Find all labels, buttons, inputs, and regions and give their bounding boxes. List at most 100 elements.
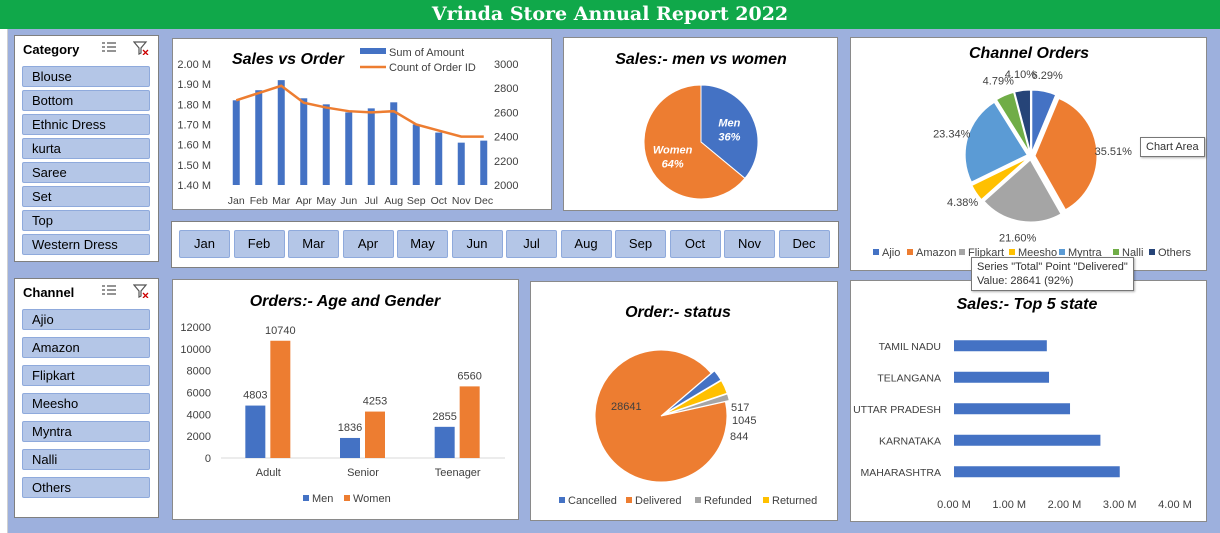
pie-slice-meesho bbox=[971, 157, 1029, 201]
month-button-jan[interactable]: Jan bbox=[179, 230, 230, 258]
y-tick-label: 10000 bbox=[180, 344, 211, 356]
legend-swatch-others bbox=[1149, 249, 1155, 255]
legend-swatch-men bbox=[303, 495, 309, 501]
slicer-item-myntra[interactable]: Myntra bbox=[22, 421, 150, 442]
bar-sum-of-amount bbox=[232, 100, 240, 185]
pie-label-women: Women bbox=[653, 144, 693, 156]
pie-slice-returned bbox=[664, 379, 728, 415]
state-label: TAMIL NADU bbox=[879, 341, 941, 353]
sales-vs-order-panel[interactable]: Sales vs Order 2.00 M 1.90 M 1.80 M 1.70 M 1.… bbox=[172, 38, 552, 210]
channel-orders-panel[interactable]: Channel Orders 6.29% 35.51% 21.60% 4.38% 23.3… bbox=[850, 37, 1207, 271]
y-tick-label: 1.90 M bbox=[177, 79, 211, 91]
state-label: KARNATAKA bbox=[879, 435, 941, 447]
slicer-item-ethnic-dress[interactable]: Ethnic Dress bbox=[22, 114, 150, 135]
legend-swatch-refunded bbox=[695, 497, 701, 503]
slicer-item-blouse[interactable]: Blouse bbox=[22, 66, 150, 87]
bar-sum-of-amount bbox=[322, 104, 330, 185]
month-button-apr[interactable]: Apr bbox=[342, 230, 394, 258]
clear-filter-icon[interactable] bbox=[132, 41, 149, 56]
legend-label-women: Women bbox=[353, 493, 391, 505]
month-button-jul[interactable]: Jul bbox=[506, 230, 557, 258]
slicer-item-meesho[interactable]: Meesho bbox=[22, 393, 150, 414]
slicer-item-kurta[interactable]: kurta bbox=[22, 138, 150, 159]
state-label: TELANGANA bbox=[877, 372, 941, 384]
legend-label-ajio: Ajio bbox=[882, 247, 900, 259]
legend-label-nalli: Nalli bbox=[1122, 247, 1143, 259]
legend-label-men: Men bbox=[312, 493, 333, 505]
month-button-nov[interactable]: Nov bbox=[724, 230, 775, 258]
month-button-aug[interactable]: Aug bbox=[560, 230, 612, 258]
legend-label-myntra: Myntra bbox=[1068, 247, 1103, 259]
month-button-sep[interactable]: Sep bbox=[615, 230, 666, 258]
pie-pct-nalli: 4.79% bbox=[983, 75, 1014, 87]
legend-label-delivered: Delivered bbox=[635, 495, 681, 507]
order-status-panel[interactable]: Order:- status 28641 844 1045 517 Cancelled De… bbox=[530, 281, 838, 521]
multi-select-icon[interactable] bbox=[101, 284, 117, 298]
y2-tick-label: 2200 bbox=[494, 156, 518, 168]
slicer-item-ajio[interactable]: Ajio bbox=[22, 309, 150, 330]
line-count-of-order-id bbox=[235, 84, 484, 138]
slicer-item-flipkart[interactable]: Flipkart bbox=[22, 365, 150, 386]
slicer-item-nalli[interactable]: Nalli bbox=[22, 449, 150, 470]
bar-women bbox=[459, 386, 480, 458]
month-slicer[interactable]: Jan Feb Mar Apr May Jun Jul Aug Sep Oct Nov Dec bbox=[171, 221, 839, 268]
pie-slice-myntra bbox=[964, 101, 1028, 183]
legend-label-refunded: Refunded bbox=[704, 495, 752, 507]
category-slicer[interactable]: Category Blouse Bottom Ethnic Dress kurta Sa… bbox=[14, 35, 159, 262]
y-tick-label: 1.70 M bbox=[177, 120, 211, 132]
multi-select-icon[interactable] bbox=[101, 41, 117, 55]
bar-state bbox=[954, 340, 1047, 352]
month-button-oct[interactable]: Oct bbox=[669, 230, 721, 258]
x-tick-label: Feb bbox=[250, 195, 268, 207]
month-button-jun[interactable]: Jun bbox=[451, 230, 503, 258]
slicer-item-western-dress[interactable]: Western Dress bbox=[22, 234, 150, 255]
slicer-item-amazon[interactable]: Amazon bbox=[22, 337, 150, 358]
sales-men-women-panel[interactable]: Sales:- men vs women Men 36% Women 64% bbox=[563, 37, 838, 211]
slicer-item-others[interactable]: Others bbox=[22, 477, 150, 498]
y2-tick-label: 2600 bbox=[494, 107, 518, 119]
legend-label-others: Others bbox=[1158, 247, 1192, 259]
bar-men bbox=[434, 426, 455, 458]
y2-tick-label: 2000 bbox=[494, 180, 518, 192]
slicer-item-top[interactable]: Top bbox=[22, 210, 150, 231]
pie-pct-others: 4.10% bbox=[1005, 69, 1036, 81]
month-button-mar[interactable]: Mar bbox=[288, 230, 339, 258]
pie-value-refunded: 517 bbox=[731, 402, 749, 414]
data-label: 2855 bbox=[432, 411, 456, 423]
data-label: 1836 bbox=[338, 422, 362, 434]
y-tick-label: 1.60 M bbox=[177, 140, 211, 152]
slicer-item-set[interactable]: Set bbox=[22, 186, 150, 207]
top-5-states-panel[interactable]: Sales:- Top 5 state TAMIL NADU TELANGANA UT… bbox=[850, 280, 1207, 522]
clear-filter-icon[interactable] bbox=[132, 284, 149, 299]
bar-state bbox=[954, 434, 1101, 446]
legend-swatch-cancelled bbox=[559, 497, 565, 503]
y-tick-label: 12000 bbox=[180, 322, 211, 334]
y-tick-label: 1.40 M bbox=[177, 180, 211, 192]
month-button-dec[interactable]: Dec bbox=[778, 230, 830, 258]
x-tick-label: 4.00 M bbox=[1158, 499, 1192, 511]
pie-value-cancelled: 844 bbox=[730, 431, 748, 443]
chart-title: Order:- status bbox=[625, 304, 731, 321]
pie-label-men: Men bbox=[718, 118, 740, 130]
legend-swatch-myntra bbox=[1059, 249, 1065, 255]
channel-slicer[interactable]: Channel Ajio Amazon Flipkart Meesho Myntra Na… bbox=[14, 278, 159, 518]
orders-age-gender-panel[interactable]: Orders:- Age and Gender 12000 10000 8000 600… bbox=[172, 279, 519, 520]
month-button-feb[interactable]: Feb bbox=[233, 230, 285, 258]
x-tick-label: 1.00 M bbox=[992, 499, 1026, 511]
top-5-states-chart: Sales:- Top 5 state TAMIL NADU TELANGANA UT… bbox=[853, 296, 1192, 511]
bar-men bbox=[245, 405, 266, 458]
pie-pct-flipkart: 21.60% bbox=[999, 232, 1037, 244]
data-label: 4803 bbox=[243, 390, 267, 402]
month-button-may[interactable]: May bbox=[397, 230, 448, 258]
y-tick-label: 1.80 M bbox=[177, 99, 211, 111]
legend-label-returned: Returned bbox=[772, 495, 817, 507]
tooltip-line-2: Value: 28641 (92%) bbox=[977, 275, 1074, 287]
bar-state bbox=[954, 371, 1050, 383]
y-tick-label: 2000 bbox=[187, 431, 211, 443]
slicer-item-bottom[interactable]: Bottom bbox=[22, 90, 150, 111]
pie-slice-delivered bbox=[594, 349, 728, 483]
slicer-item-saree[interactable]: Saree bbox=[22, 162, 150, 183]
data-label: 6560 bbox=[457, 370, 481, 382]
pie-slice-others bbox=[1014, 89, 1031, 153]
x-tick-label: 3.00 M bbox=[1103, 499, 1137, 511]
